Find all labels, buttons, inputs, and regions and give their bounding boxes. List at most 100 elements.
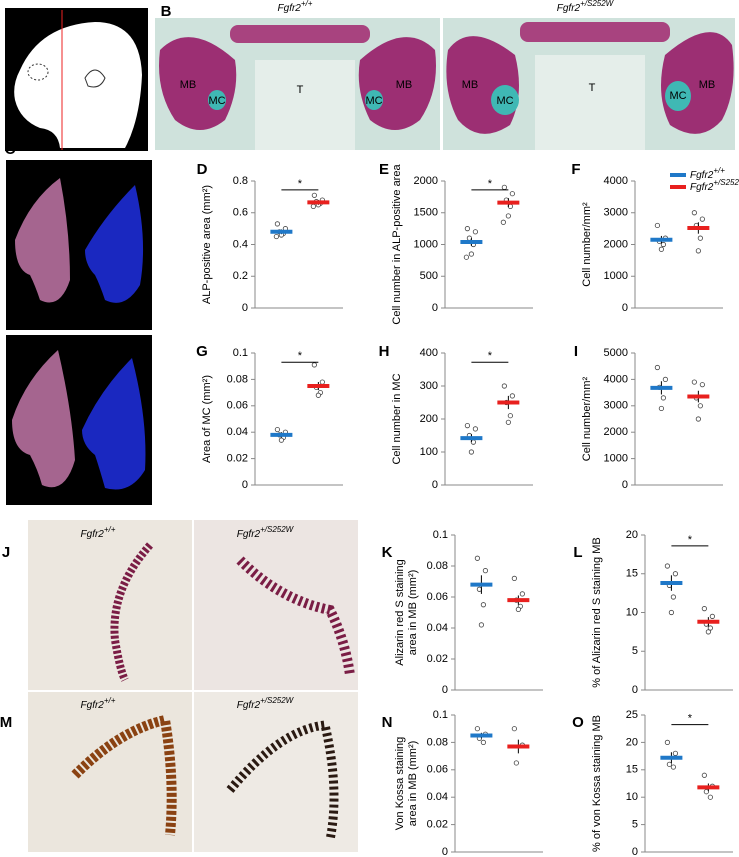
data-point xyxy=(707,625,713,631)
panel-label: F xyxy=(571,161,580,178)
data-point xyxy=(511,575,517,582)
y-axis-label: % of von Kossa staining MB xyxy=(591,715,603,852)
y-axis-label: Cell number/mm² xyxy=(581,202,593,287)
data-point xyxy=(709,613,715,619)
image-j-right xyxy=(194,520,358,690)
image-label: T xyxy=(589,82,596,94)
data-point xyxy=(695,248,701,254)
y-tick-label: 0.04 xyxy=(427,622,448,634)
data-point xyxy=(478,622,484,628)
y-tick-label: 0.04 xyxy=(227,426,248,438)
data-point xyxy=(273,233,279,240)
data-point xyxy=(670,594,677,600)
data-point xyxy=(707,794,713,800)
image-label: Fgfr2+/S252W xyxy=(77,338,135,353)
data-point xyxy=(480,602,486,608)
significance-label: * xyxy=(298,178,303,190)
y-tick-label: 400 xyxy=(420,347,438,359)
data-point xyxy=(658,405,665,412)
image-j-left xyxy=(28,520,192,690)
y-tick-label: 20 xyxy=(626,736,638,748)
panel-label: B xyxy=(161,3,172,20)
y-tick-label: 0.08 xyxy=(427,560,448,572)
y-tick-label: 0.08 xyxy=(227,373,248,385)
data-point xyxy=(482,568,488,574)
y-tick-label: 0 xyxy=(632,684,638,696)
y-tick-label: 200 xyxy=(420,413,438,425)
image-label: MB xyxy=(462,79,479,91)
data-point xyxy=(511,726,517,732)
data-point xyxy=(464,422,470,429)
y-tick-label: 0.02 xyxy=(427,653,448,665)
cartilage xyxy=(665,81,691,111)
data-point xyxy=(509,191,515,197)
y-tick-label: 20 xyxy=(626,529,638,541)
data-point xyxy=(670,764,677,770)
stain xyxy=(82,358,146,490)
cartilage xyxy=(365,90,383,110)
data-point xyxy=(315,392,321,398)
data-point xyxy=(319,379,325,385)
significance-label: * xyxy=(688,534,693,546)
y-tick-label: 5 xyxy=(632,819,638,831)
y-tick-label: 0.8 xyxy=(233,175,248,187)
stain xyxy=(15,178,70,303)
stain xyxy=(71,713,177,836)
data-point xyxy=(501,383,507,389)
data-point xyxy=(699,382,705,388)
y-axis-label: Cell number in MC xyxy=(391,373,403,464)
significance-label: * xyxy=(298,350,303,362)
image-m-right xyxy=(194,692,358,852)
data-point xyxy=(654,364,661,371)
y-tick-label: 100 xyxy=(420,446,438,458)
image-label: T xyxy=(297,84,304,96)
y-tick-label: 3000 xyxy=(604,400,628,412)
image-label: MC xyxy=(496,95,513,107)
data-point xyxy=(505,213,511,219)
significance-label: * xyxy=(688,712,693,724)
data-point xyxy=(703,789,709,795)
image-m-left xyxy=(28,692,192,852)
data-point xyxy=(507,413,513,419)
y-axis-label: area in MB (mm²) xyxy=(407,741,419,827)
panel-label: K xyxy=(382,544,393,561)
image-label: MB xyxy=(180,79,197,91)
significance-label: * xyxy=(488,178,493,190)
y-tick-label: 0 xyxy=(442,684,448,696)
panel-label: N xyxy=(382,714,393,731)
data-point xyxy=(501,184,507,190)
y-tick-label: 1500 xyxy=(414,207,438,219)
y-axis-label: ALP-positive area (mm²) xyxy=(201,185,213,304)
y-tick-label: 4000 xyxy=(604,373,628,385)
data-point xyxy=(695,416,701,422)
data-point xyxy=(472,229,478,235)
eye xyxy=(27,63,49,81)
y-axis-label: area in MB (mm²) xyxy=(407,570,419,656)
data-point xyxy=(705,629,711,635)
y-tick-label: 0.02 xyxy=(227,453,248,465)
image-label: Fgfr2+/+ xyxy=(81,696,116,711)
image-label: Fgfr2+/S252W xyxy=(237,525,295,540)
y-tick-label: 15 xyxy=(626,764,638,776)
y-tick-label: 0.1 xyxy=(433,529,448,541)
stain xyxy=(226,720,339,841)
image-label: MC xyxy=(669,90,686,102)
data-point xyxy=(691,210,697,216)
data-point xyxy=(664,563,671,569)
y-tick-label: 5000 xyxy=(604,347,628,359)
data-point xyxy=(662,376,669,382)
y-tick-label: 0.06 xyxy=(427,591,448,603)
legend-label: Fgfr2+/+ xyxy=(690,166,725,181)
data-point xyxy=(505,419,511,425)
panel-label: G xyxy=(196,343,208,360)
panel-label: H xyxy=(379,343,390,360)
image-label: Fgfr2+/+ xyxy=(93,163,128,178)
y-tick-label: 2000 xyxy=(604,426,628,438)
tongue xyxy=(255,60,355,150)
data-point xyxy=(515,606,521,613)
stain xyxy=(236,556,355,676)
data-point xyxy=(274,426,280,433)
data-point xyxy=(672,571,679,577)
panel-label: E xyxy=(379,161,389,178)
